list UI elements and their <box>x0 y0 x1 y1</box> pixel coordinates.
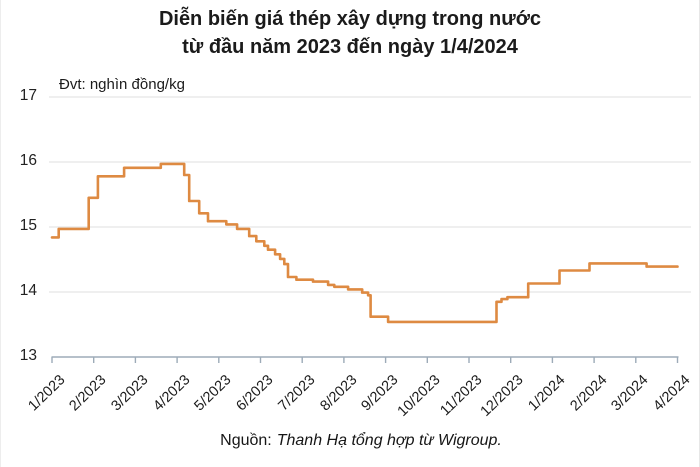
chart-title-line2: từ đầu năm 2023 đến ngày 1/4/2024 <box>182 36 518 58</box>
chart-title: Diễn biến giá thép xây dựng trong nước t… <box>1 5 699 61</box>
unit-label: Đvt: nghìn đồng/kg <box>59 76 185 93</box>
y-tick-label-16: 16 <box>19 152 37 169</box>
chart-title-line1: Diễn biến giá thép xây dựng trong nước <box>158 8 542 30</box>
y-tick-label-17: 17 <box>19 87 37 104</box>
source-text: Thanh Hạ tổng hợp từ Wigroup. <box>276 432 502 449</box>
y-tick-label-14: 14 <box>19 282 37 299</box>
source-caption: Nguồn: Thanh Hạ tổng hợp từ Wigroup. <box>1 432 699 450</box>
steel-price-line-series <box>50 162 679 324</box>
y-tick-label-15: 15 <box>19 217 37 234</box>
source-prefix: Nguồn: <box>220 432 272 449</box>
y-tick-label-13: 13 <box>19 347 37 364</box>
